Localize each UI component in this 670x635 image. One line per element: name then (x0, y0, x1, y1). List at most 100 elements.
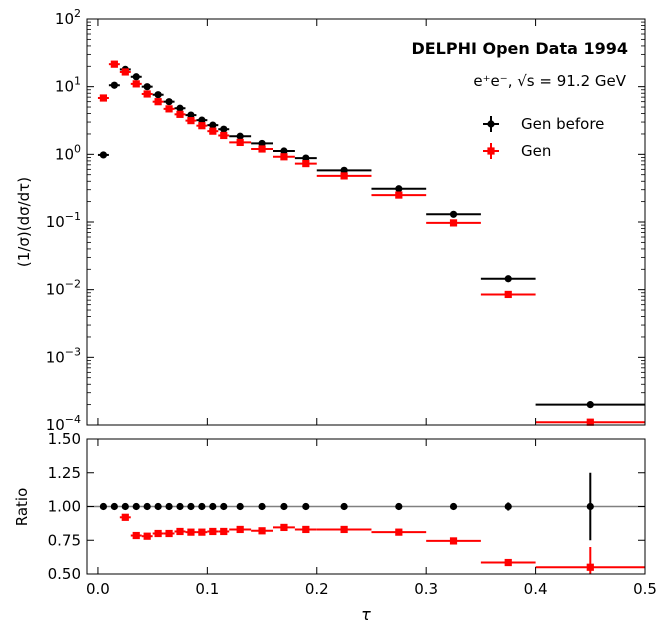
x-tick-label: 0.5 (633, 580, 657, 598)
main-gen-before-point (395, 185, 403, 193)
main-gen-before-point (236, 132, 244, 140)
ratio-gen-point (236, 525, 244, 534)
main-plot-frame (86, 18, 646, 426)
main-series-group (97, 60, 645, 426)
ratio-gen-point (280, 523, 288, 532)
main-gen-before-point (280, 147, 288, 155)
ratio-gen-point (154, 529, 162, 538)
legend-gen-before-marker (487, 120, 495, 128)
main-gen-before-point (302, 154, 310, 162)
x-tick-label: 0.3 (414, 580, 438, 598)
ratio-gen-point (198, 528, 206, 536)
legend-gen-before-label: Gen before (521, 115, 604, 133)
main-gen-before-point (220, 125, 228, 133)
main-y-tick-label: 101 (55, 75, 81, 96)
main-gen-point (449, 219, 458, 227)
main-gen-point (209, 127, 217, 135)
ratio-gen-before-point (99, 502, 108, 511)
ratio-gen-point (340, 525, 348, 534)
x-tick-label: 0.4 (524, 580, 548, 598)
ratio-gen-point (586, 563, 594, 571)
main-gen-before-point (209, 121, 217, 129)
experiment-title: DELPHI Open Data 1994 (411, 39, 628, 58)
main-gen-point (302, 159, 310, 168)
ratio-y-tick-label: 1.50 (48, 430, 81, 448)
ratio-gen-point (302, 525, 310, 534)
ratio-gen-before-point (504, 502, 512, 511)
main-gen-before-point (176, 104, 184, 112)
ratio-gen-before-point (340, 502, 348, 511)
ratio-gen-before-point (132, 502, 140, 511)
main-y-tick-label: 100 (55, 142, 81, 163)
main-gen-before-point (132, 73, 140, 81)
ratio-gen-before-point (280, 502, 288, 511)
main-gen-point (280, 153, 288, 161)
ratio-gen-point (220, 527, 228, 536)
ratio-y-tick-label: 1.25 (48, 464, 81, 482)
main-gen-before-point (586, 401, 594, 409)
main-gen-before-point (154, 91, 162, 99)
ratio-gen-point (504, 558, 512, 567)
ratio-series-group (87, 472, 645, 574)
main-gen-point (143, 90, 151, 98)
ratio-gen-point (176, 527, 184, 536)
main-gen-point (187, 117, 195, 125)
ratio-gen-before-point (586, 502, 594, 511)
ratio-gen-point (132, 531, 140, 540)
main-gen-before-point (143, 83, 151, 91)
main-gen-point (586, 418, 594, 426)
ratio-gen-before-point (220, 502, 228, 511)
ratio-y-axis-label: Ratio (13, 488, 31, 527)
main-gen-before-point (165, 98, 173, 106)
x-tick-label: 0.1 (195, 580, 219, 598)
main-gen-point (165, 105, 173, 113)
ratio-gen-point (187, 528, 195, 536)
main-gen-before-point (340, 166, 348, 174)
ratio-gen-before-point (209, 502, 217, 511)
ratio-gen-before-point (236, 502, 244, 511)
ratio-y-tick-label: 0.50 (48, 565, 81, 583)
main-y-tick-label: 10−4 (46, 413, 81, 434)
ratio-panel: 0.0 0.1 0.2 0.3 0.4 0.5 0.50 0.75 1.00 1.25 1.50 R… (13, 430, 657, 624)
main-y-tick-label: 102 (55, 7, 81, 28)
main-gen-before-point (110, 81, 118, 89)
ratio-gen-before-point (176, 502, 184, 511)
ratio-gen-before-point (302, 502, 310, 511)
ratio-gen-point (165, 529, 173, 538)
ratio-gen-before-point (154, 502, 162, 511)
ratio-gen-before-point (110, 502, 118, 511)
main-gen-before-point (449, 210, 458, 218)
ratio-gen-before-point (449, 502, 458, 511)
main-gen-before-point (504, 275, 512, 283)
main-gen-point (198, 122, 206, 130)
main-plot-area (87, 19, 645, 425)
main-gen-point (258, 145, 266, 153)
ratio-gen-before-point (258, 502, 266, 511)
main-gen-before-point (99, 151, 108, 159)
beam-energy-label: e⁺e⁻, √s = 91.2 GeV (473, 72, 626, 90)
ratio-gen-before-point (198, 502, 206, 511)
main-gen-point (340, 172, 348, 180)
ratio-gen-before-point (143, 502, 151, 511)
ratio-y-tick-label: 1.00 (48, 498, 81, 516)
ratio-gen-point (395, 528, 403, 536)
main-gen-point (220, 131, 228, 140)
main-y-tick-label: 10−2 (46, 278, 81, 299)
ratio-y-tick-label: 0.75 (48, 531, 81, 549)
main-gen-point (110, 60, 118, 68)
ratio-gen-before-point (121, 502, 129, 511)
main-gen-before-point (258, 139, 266, 148)
main-panel: 10−4 10−3 10−2 10−1 100 101 102 DELPHI Open Da… (15, 7, 646, 434)
ratio-gen-before-point (187, 502, 195, 511)
ratio-gen-before-point (395, 502, 403, 511)
ratio-gen-point (449, 537, 458, 545)
main-y-tick-label: 10−1 (46, 210, 81, 231)
legend-gen-label: Gen (521, 142, 551, 160)
ratio-gen-point (209, 527, 217, 536)
ratio-gen-point (258, 527, 266, 535)
main-gen-point (176, 110, 184, 118)
ratio-axis-ticks: 0.0 0.1 0.2 0.3 0.4 0.5 0.50 0.75 1.00 1.25 1.50 (48, 430, 657, 598)
main-gen-point (236, 138, 244, 147)
ratio-gen-point (121, 513, 129, 521)
